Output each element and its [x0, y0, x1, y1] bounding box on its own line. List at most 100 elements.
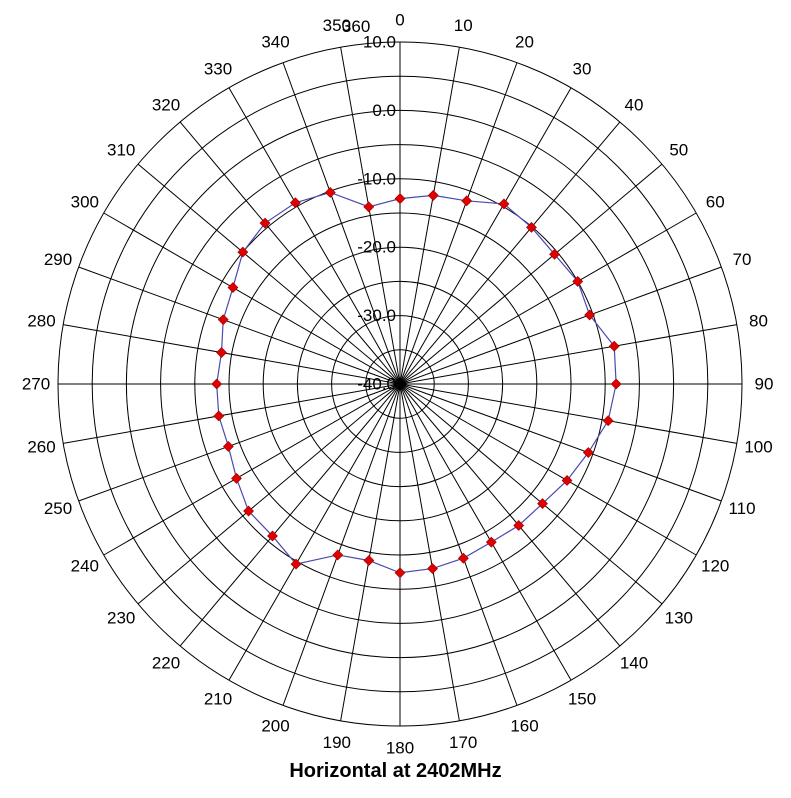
data-point: [289, 197, 301, 209]
data-point: [217, 314, 229, 326]
angle-tick-label: 140: [620, 653, 648, 672]
grid-spoke: [63, 324, 401, 385]
angle-tick-label: 220: [152, 653, 180, 672]
angle-tick-label: 190: [323, 733, 351, 752]
grid-spoke: [399, 383, 621, 647]
data-point: [243, 505, 254, 517]
grid-spoke: [137, 163, 401, 385]
grid-spoke: [228, 87, 401, 385]
data-point: [485, 536, 497, 548]
data-point: [213, 410, 225, 422]
grid-spoke: [399, 383, 737, 444]
grid-spoke: [399, 383, 460, 721]
angle-tick-label: 70: [733, 250, 752, 269]
grid-spoke: [137, 383, 401, 605]
data-point: [513, 520, 525, 531]
angle-tick-label: 320: [152, 96, 180, 115]
grid-spoke: [399, 383, 663, 605]
angle-tick-label: 60: [706, 193, 725, 212]
angle-tick-label: 50: [669, 141, 688, 160]
angle-tick-label: 300: [71, 193, 99, 212]
angle-tick-label: 230: [107, 609, 135, 628]
angle-tick-label: 20: [515, 33, 534, 52]
data-point: [363, 201, 375, 213]
grid-spoke: [340, 47, 401, 385]
grid-spoke: [179, 383, 401, 647]
grid-spoke: [399, 383, 518, 706]
grid-spoke: [399, 383, 722, 502]
data-point: [290, 558, 302, 570]
grid-spoke: [103, 212, 401, 385]
data-point: [608, 340, 620, 352]
angle-tick-label: 110: [728, 499, 755, 518]
data-point: [231, 472, 242, 484]
angle-tick-label: 130: [665, 609, 693, 628]
angle-tick-label: 240: [71, 557, 99, 576]
data-point: [237, 246, 249, 258]
angle-tick-label: 180: [386, 739, 414, 758]
angle-tick-label: 270: [22, 375, 50, 394]
angle-tick-label: 250: [44, 499, 72, 518]
angle-tick-label: 100: [744, 438, 772, 457]
data-point: [259, 217, 271, 229]
data-point: [498, 198, 510, 210]
angle-tick-label: 200: [261, 717, 289, 736]
grid-spoke: [78, 266, 401, 385]
data-point: [216, 347, 227, 358]
angle-tick-label: 10: [454, 16, 473, 35]
data-point: [222, 441, 234, 452]
data-series-layer: [211, 187, 622, 579]
grid-spoke: [399, 121, 621, 385]
angle-tick-label: 330: [204, 59, 232, 78]
data-point: [461, 195, 473, 207]
data-point: [211, 378, 223, 390]
grid-spoke: [399, 266, 722, 385]
angle-tick-label: 260: [27, 438, 55, 457]
grid-spoke: [78, 383, 401, 502]
angular-grid-spokes: [58, 42, 742, 726]
angle-tick-label: 340: [261, 33, 289, 52]
grid-spoke: [179, 121, 401, 385]
angle-tick-label: 0: [395, 11, 404, 30]
radial-tick-label: 0.0: [372, 101, 396, 120]
data-point: [332, 549, 344, 561]
data-point: [526, 221, 537, 233]
angle-tick-label: 280: [27, 311, 55, 330]
radial-tick-label: -10.0: [357, 169, 396, 188]
data-point: [267, 530, 278, 542]
grid-spoke: [399, 212, 697, 385]
data-point: [457, 552, 469, 564]
angle-tick-label: 360: [342, 17, 370, 36]
angle-tick-label: 30: [573, 59, 592, 78]
data-point: [582, 447, 594, 458]
data-point: [561, 475, 573, 486]
radial-tick-label: -40.0: [357, 375, 396, 394]
radial-tick-labels: -40.0 -30.0 -20.0 -10.0 0.0 10.0: [357, 33, 396, 394]
data-point: [602, 415, 614, 427]
angle-tick-label: 310: [107, 141, 135, 160]
data-point: [572, 275, 584, 287]
center-hub: [393, 377, 407, 391]
angle-tick-label: 350: [323, 16, 351, 35]
data-point: [394, 193, 406, 205]
angle-tick-label: 90: [755, 375, 774, 394]
angle-tick-label: 40: [625, 96, 644, 115]
data-point: [427, 189, 439, 201]
data-point: [227, 282, 239, 293]
angle-tick-label: 150: [568, 690, 596, 709]
data-point: [394, 567, 406, 579]
chart-title: Horizontal at 2402MHz: [289, 760, 502, 782]
data-point: [427, 563, 438, 574]
grid-spoke: [282, 62, 401, 385]
angle-tick-label: 290: [44, 250, 72, 269]
grid-spoke: [399, 163, 663, 385]
grid-spoke: [63, 383, 401, 444]
grid-spoke: [399, 324, 737, 385]
grid-spoke: [282, 383, 401, 706]
angle-tick-label: 80: [749, 311, 768, 330]
radial-tick-label: -20.0: [357, 238, 396, 257]
data-point: [549, 248, 560, 260]
grid-spoke: [399, 383, 572, 681]
grid-spoke: [399, 62, 518, 385]
